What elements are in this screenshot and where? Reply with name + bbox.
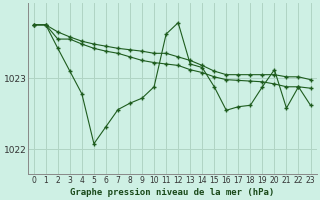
X-axis label: Graphe pression niveau de la mer (hPa): Graphe pression niveau de la mer (hPa)	[70, 188, 274, 197]
